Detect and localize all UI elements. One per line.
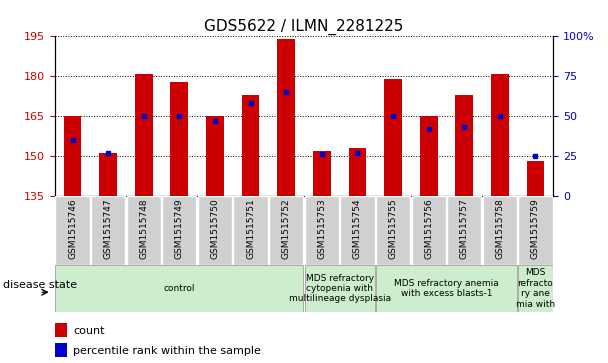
Text: GSM1515749: GSM1515749 — [175, 198, 184, 259]
Bar — [233, 196, 268, 265]
Bar — [384, 79, 402, 196]
Bar — [55, 323, 67, 338]
Text: GSM1515748: GSM1515748 — [139, 198, 148, 259]
Text: GSM1515757: GSM1515757 — [460, 198, 469, 259]
Text: GSM1515751: GSM1515751 — [246, 198, 255, 259]
Text: control: control — [164, 284, 195, 293]
Bar — [483, 196, 517, 265]
Bar — [64, 116, 81, 196]
Bar — [348, 148, 366, 196]
Text: GSM1515747: GSM1515747 — [103, 198, 112, 259]
Bar — [412, 196, 446, 265]
Bar — [340, 196, 375, 265]
Text: MDS
refracto
ry ane
mia with: MDS refracto ry ane mia with — [516, 269, 555, 309]
Bar — [91, 196, 125, 265]
Bar — [519, 265, 553, 312]
Text: MDS refractory
cytopenia with
multilineage dysplasia: MDS refractory cytopenia with multilinea… — [289, 274, 391, 303]
Bar — [198, 196, 232, 265]
Text: GSM1515755: GSM1515755 — [389, 198, 398, 259]
Bar — [269, 196, 303, 265]
Bar — [527, 162, 544, 196]
Text: GSM1515754: GSM1515754 — [353, 198, 362, 259]
Bar — [135, 74, 153, 196]
Bar — [305, 265, 375, 312]
Bar — [491, 74, 509, 196]
Bar — [277, 39, 295, 196]
Bar — [376, 196, 410, 265]
Text: GSM1515750: GSM1515750 — [210, 198, 219, 259]
Bar — [455, 95, 473, 196]
Bar — [206, 116, 224, 196]
Text: GSM1515746: GSM1515746 — [68, 198, 77, 259]
Bar — [519, 196, 553, 265]
Text: GSM1515756: GSM1515756 — [424, 198, 433, 259]
Bar — [305, 196, 339, 265]
Text: GSM1515758: GSM1515758 — [496, 198, 505, 259]
Text: GSM1515759: GSM1515759 — [531, 198, 540, 259]
Text: count: count — [73, 326, 105, 336]
Bar — [162, 196, 196, 265]
Text: GSM1515752: GSM1515752 — [282, 198, 291, 259]
Bar — [55, 343, 67, 357]
Bar — [55, 196, 89, 265]
Bar — [241, 95, 260, 196]
Bar — [99, 154, 117, 196]
Title: GDS5622 / ILMN_2281225: GDS5622 / ILMN_2281225 — [204, 19, 404, 35]
Bar — [420, 116, 438, 196]
Text: GSM1515753: GSM1515753 — [317, 198, 326, 259]
Text: MDS refractory anemia
with excess blasts-1: MDS refractory anemia with excess blasts… — [394, 279, 499, 298]
Bar — [170, 82, 188, 196]
Bar — [376, 265, 517, 312]
Bar — [126, 196, 161, 265]
Bar — [447, 196, 482, 265]
Text: disease state: disease state — [3, 280, 77, 290]
Bar — [55, 265, 303, 312]
Bar — [313, 151, 331, 196]
Text: percentile rank within the sample: percentile rank within the sample — [73, 346, 261, 356]
